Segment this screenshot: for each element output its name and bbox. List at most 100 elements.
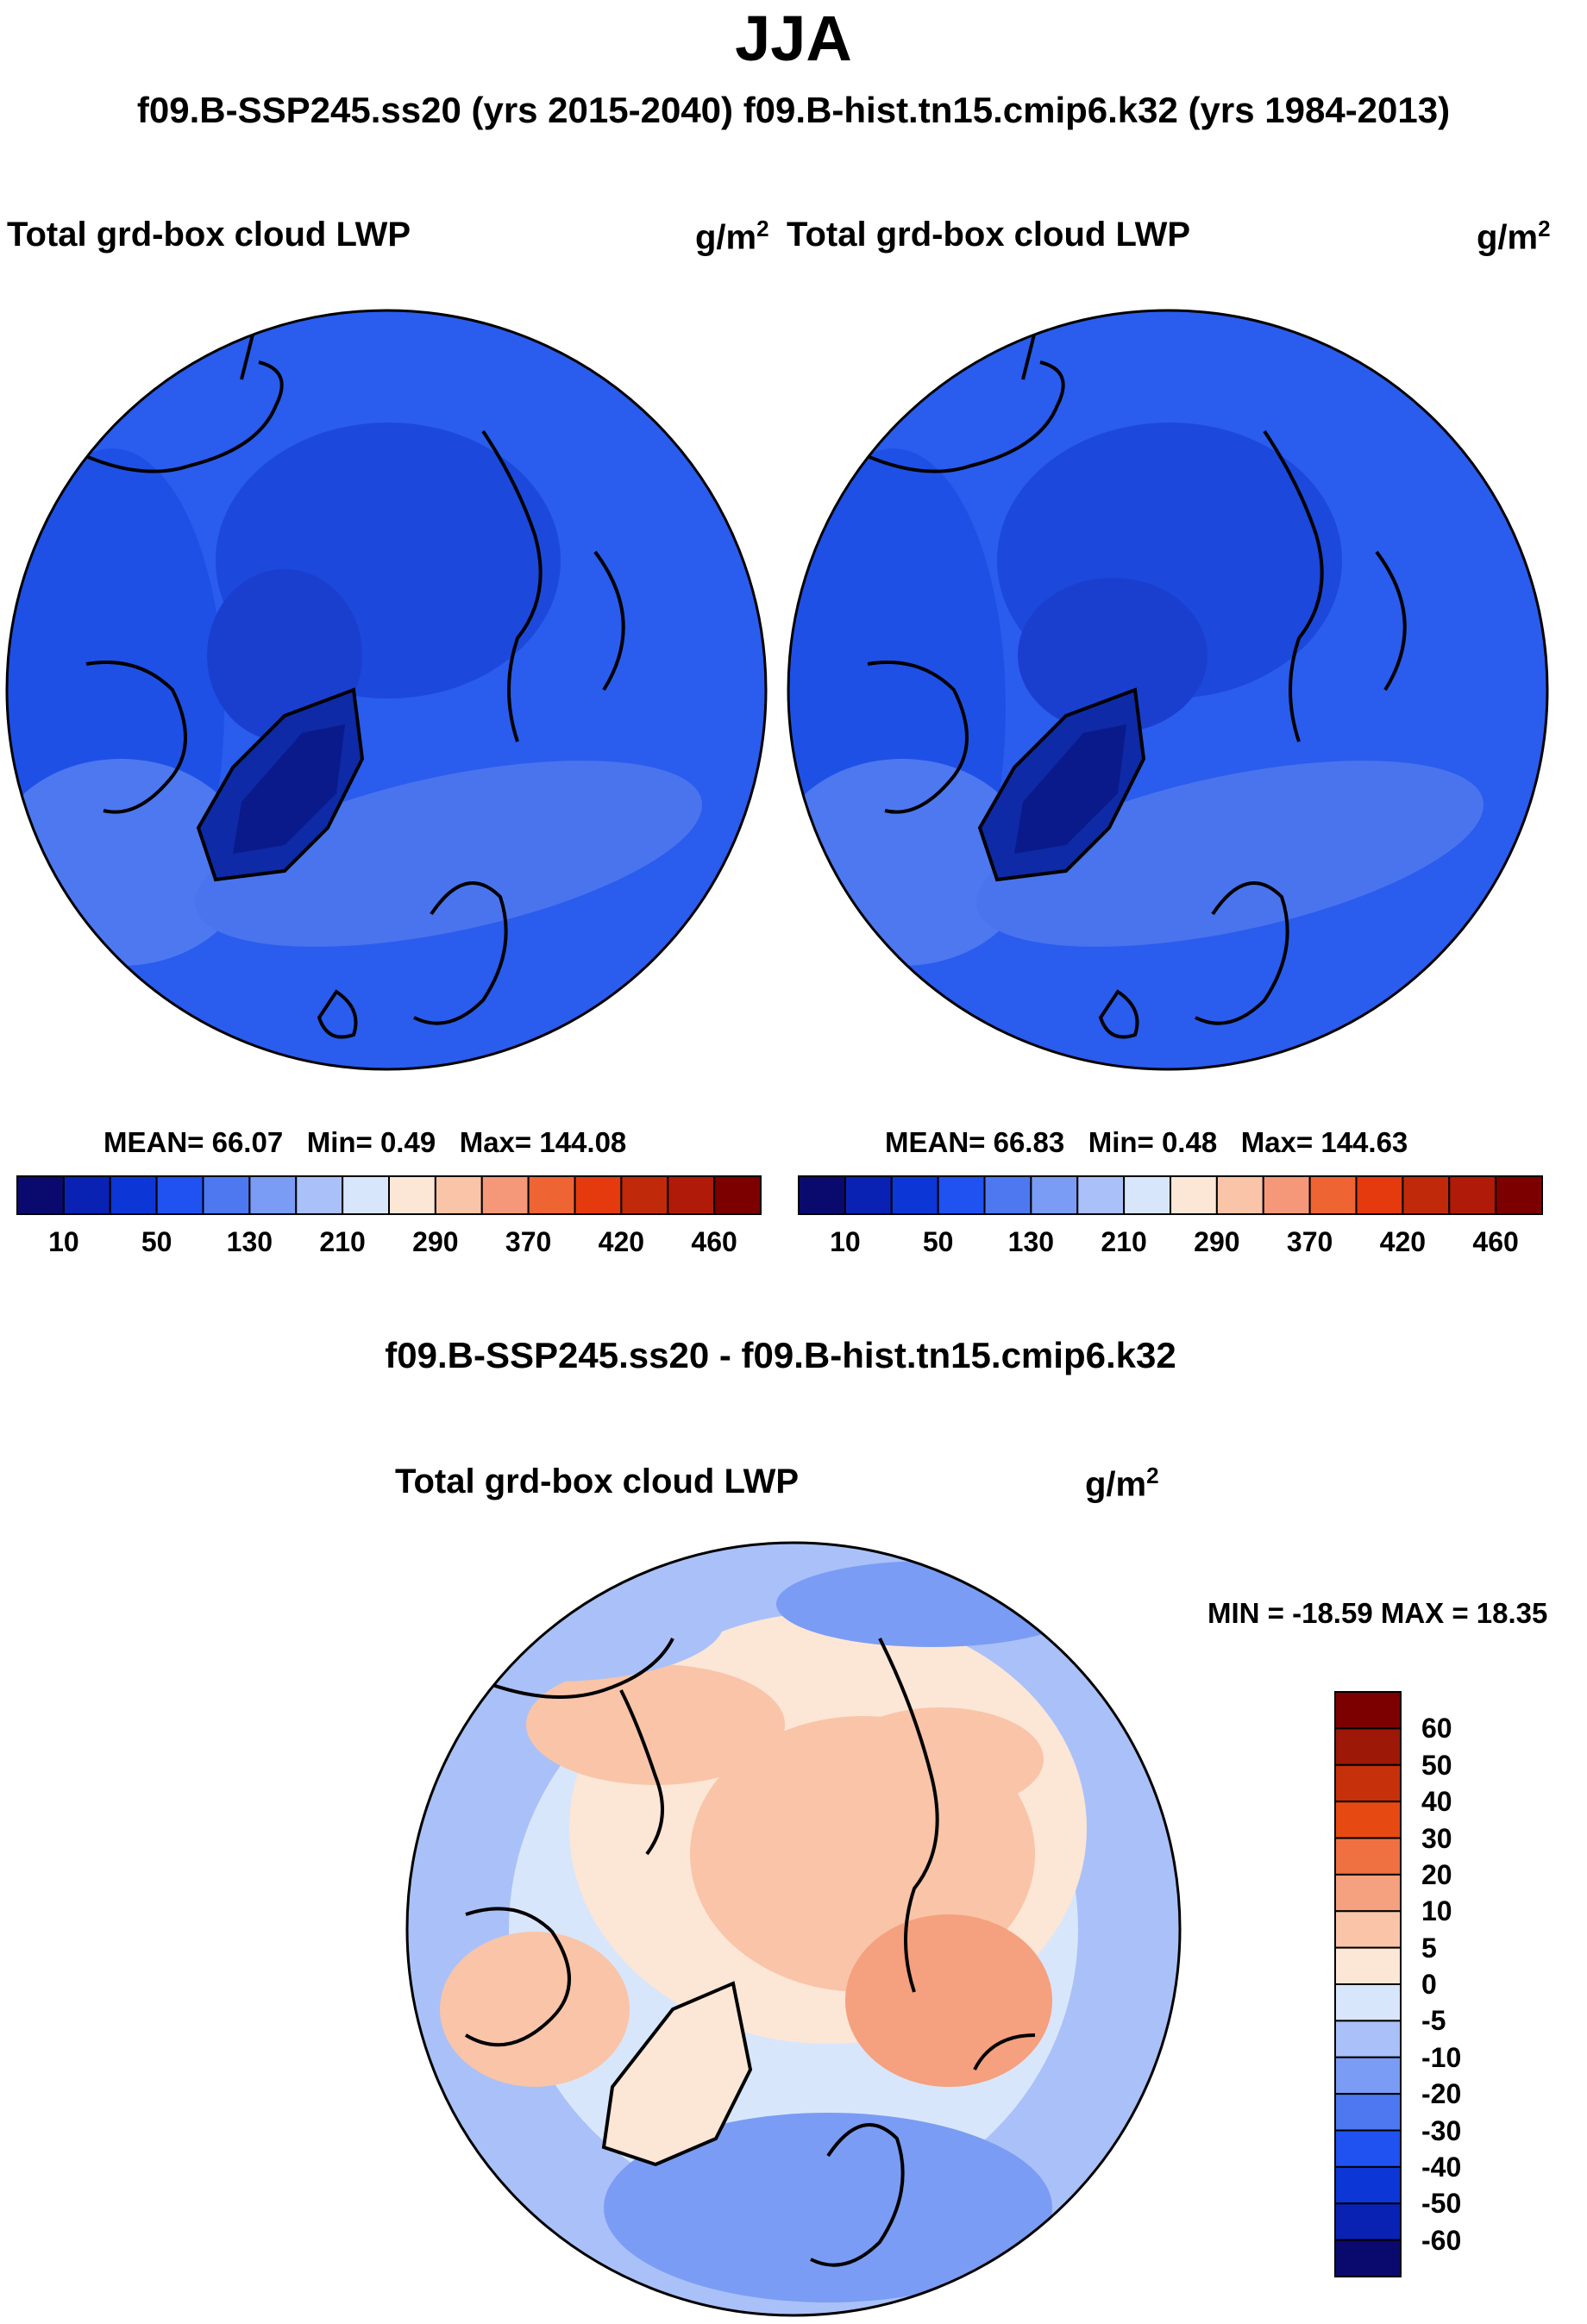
map-c-positive-north <box>526 1664 785 1785</box>
colorbar-a-tick-label: 50 <box>141 1226 172 1257</box>
colorbar-a-swatch-9 <box>434 1175 483 1215</box>
map-c-coast-1 <box>464 1907 571 2047</box>
map-a-coast-4 <box>481 429 543 742</box>
colorbar-a-tick-label: 370 <box>505 1226 552 1257</box>
colorbar-c-tick-label: -60 <box>1421 2224 1462 2256</box>
colorbar-c-tick-label: -20 <box>1421 2078 1462 2110</box>
colorbar-a-swatch-10 <box>480 1175 530 1215</box>
map-a-coast-5 <box>413 881 508 1025</box>
map-a-border <box>5 309 768 1071</box>
map-c-coast-2 <box>619 1689 664 1856</box>
colorbar-c-swatch-11 <box>1334 2093 1402 2132</box>
map-a-coast-7 <box>240 310 312 380</box>
colorbar-c-tick-label: -10 <box>1421 2041 1462 2073</box>
panel1-mean: MEAN= 66.07 <box>104 1126 284 1158</box>
colorbar-difference <box>1334 1691 1402 2277</box>
colorbar-c-tick-label: 60 <box>1421 1713 1452 1745</box>
panel2-units: g/m2 <box>1477 216 1551 257</box>
colorbar-a-swatch-4 <box>202 1175 251 1215</box>
map-a-greenland-core <box>233 724 345 854</box>
map-c-border <box>405 1541 1182 2317</box>
colorbar-a-swatch-5 <box>248 1175 298 1215</box>
panel1-min: Min= 0.49 <box>306 1126 436 1158</box>
colorbar-c-tick-label: 5 <box>1421 1932 1437 1964</box>
colorbar-c-tick-label: -30 <box>1421 2114 1462 2146</box>
colorbar-c-tick-label: 20 <box>1421 1858 1452 1890</box>
map-b-border <box>787 309 1549 1071</box>
map-a-archipelago <box>207 569 362 742</box>
colorbar-c-tick-label: -5 <box>1421 2005 1446 2037</box>
colorbar-a-swatch-8 <box>388 1175 436 1215</box>
map-b-coast-4 <box>1263 429 1324 742</box>
colorbar-b-swatch-6 <box>1076 1175 1126 1215</box>
colorbar-c-tick-label: 40 <box>1421 1786 1452 1818</box>
colorbar-a-swatch-6 <box>295 1175 344 1215</box>
colorbar-b-swatch-3 <box>937 1175 986 1215</box>
map-c-positive-west <box>440 1932 630 2087</box>
colorbar-b-tick-label: 10 <box>830 1226 861 1257</box>
colorbar-b-swatch-0 <box>798 1175 846 1215</box>
panel2-stats: MEAN= 66.83 Min= 0.48 Max= 144.63 <box>885 1126 1408 1159</box>
colorbar-c-swatch-1 <box>1334 1727 1402 1766</box>
colorbar-c-swatch-8 <box>1334 1983 1402 2022</box>
map-c-coast-5 <box>482 1638 674 1699</box>
colorbar-b-swatch-13 <box>1402 1175 1451 1215</box>
panel2-mean: MEAN= 66.83 <box>885 1126 1065 1158</box>
colorbar-c-swatch-9 <box>1334 2020 1402 2058</box>
colorbar-c-swatch-14 <box>1334 2202 1402 2241</box>
colorbar-a-swatch-13 <box>620 1175 669 1215</box>
colorbar-b-swatch-5 <box>1030 1175 1079 1215</box>
colorbar-a-tick-label: 10 <box>48 1226 79 1257</box>
map-ssp245 <box>5 309 768 1071</box>
map-b-greenland-coast <box>977 687 1146 882</box>
colorbar-c-swatch-13 <box>1334 2165 1402 2205</box>
panel1-field-label: Total grd-box cloud LWP <box>7 216 411 254</box>
panel1-max: Max= 144.08 <box>459 1126 627 1158</box>
map-b-coast-5 <box>1195 881 1289 1025</box>
map-historical <box>787 309 1549 1071</box>
map-c-greenland <box>604 1983 750 2164</box>
colorbar-c-tick-label: 0 <box>1421 1969 1437 2000</box>
map-c-positive-east <box>845 1914 1052 2087</box>
colorbar-c-swatch-5 <box>1334 1873 1402 1913</box>
colorbar-c-swatch-12 <box>1334 2129 1402 2168</box>
colorbar-c-swatch-6 <box>1334 1910 1402 1949</box>
colorbar-b-swatch-15 <box>1495 1175 1543 1215</box>
map-c-coast-6 <box>973 2033 1036 2070</box>
map-c-negative-south <box>604 2113 1052 2302</box>
map-a-coast-1 <box>593 550 625 692</box>
colorbar-a-swatch-2 <box>109 1175 158 1215</box>
colorbar-ssp245 <box>16 1175 762 1215</box>
map-b-coast-1 <box>1375 550 1407 692</box>
map-b-north-pacific-light <box>1230 310 1454 328</box>
panel1-stats: MEAN= 66.07 Min= 0.49 Max= 144.08 <box>104 1126 626 1159</box>
map-c-negative-north <box>407 1561 724 1682</box>
colorbar-a-swatch-12 <box>574 1175 623 1215</box>
figure-title: JJA <box>735 3 852 74</box>
map-c-coast-4 <box>810 2123 905 2267</box>
colorbar-c-swatch-4 <box>1334 1837 1402 1876</box>
colorbar-a-tick-label: 210 <box>319 1226 366 1257</box>
colorbar-b-swatch-14 <box>1448 1175 1497 1215</box>
panel2-min: Min= 0.48 <box>1088 1126 1218 1158</box>
colorbar-c-swatch-15 <box>1334 2239 1402 2277</box>
map-b-coast-6 <box>1098 989 1139 1039</box>
colorbar-a-swatch-3 <box>155 1175 204 1215</box>
colorbar-b-swatch-11 <box>1308 1175 1358 1215</box>
colorbar-a-swatch-15 <box>713 1175 762 1215</box>
difference-title: f09.B-SSP245.ss20 - f09.B-hist.tn15.cmip… <box>385 1335 1176 1375</box>
colorbar-b-swatch-12 <box>1355 1175 1404 1215</box>
map-b-atlantic-lighter <box>975 761 1484 947</box>
colorbar-a-swatch-14 <box>667 1175 716 1215</box>
colorbar-b-tick-label: 420 <box>1379 1226 1427 1257</box>
colorbar-b-tick-label: 290 <box>1194 1226 1240 1257</box>
map-a-coast-3 <box>85 661 187 814</box>
map-b-archipelago <box>1018 578 1208 733</box>
map-a-north-pacific-light <box>448 310 673 328</box>
diff-units: g/m2 <box>1085 1463 1159 1504</box>
map-difference <box>405 1541 1182 2317</box>
map-c-greenland-coast <box>601 1981 753 2167</box>
colorbar-a-swatch-11 <box>527 1175 576 1215</box>
map-c-negative-ne <box>776 1561 1087 1647</box>
